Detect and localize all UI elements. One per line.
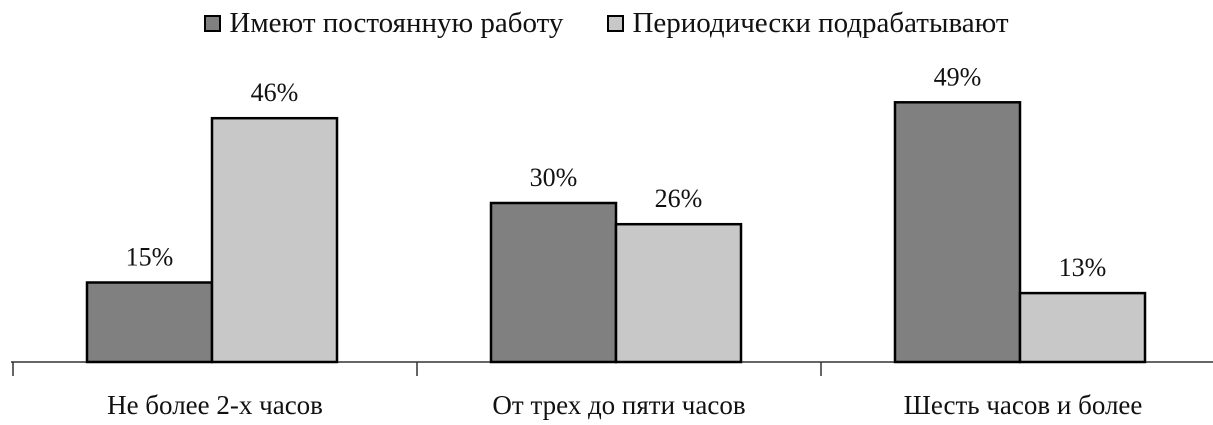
data-label: 13% (1059, 253, 1107, 282)
data-label: 15% (126, 243, 174, 272)
bar (489, 201, 618, 364)
category-label: Не более 2-х часов (107, 390, 323, 420)
legend-swatch-part-time (607, 14, 625, 32)
bar (1018, 291, 1147, 364)
legend-item-part-time: Периодически подрабатывают (607, 6, 1009, 40)
legend-item-permanent-job: Имеют постоянную работу (204, 7, 563, 40)
legend-label-part-time: Периодически подрабатывают (632, 6, 1009, 39)
bar (614, 222, 743, 364)
legend-label-permanent-job: Имеют постоянную работу (229, 6, 564, 39)
data-label: 26% (655, 184, 703, 213)
data-label: 30% (530, 163, 578, 192)
bar (210, 116, 339, 364)
category-label: Шесть часов и более (904, 390, 1143, 420)
chart-legend: Имеют постоянную работу Периодически под… (0, 6, 1213, 40)
bar (85, 281, 214, 364)
bar (893, 101, 1022, 364)
category-label: От трех до пяти часов (492, 390, 745, 420)
data-label: 49% (934, 62, 982, 91)
data-label: 46% (251, 78, 299, 107)
legend-swatch-permanent-job (204, 14, 222, 32)
